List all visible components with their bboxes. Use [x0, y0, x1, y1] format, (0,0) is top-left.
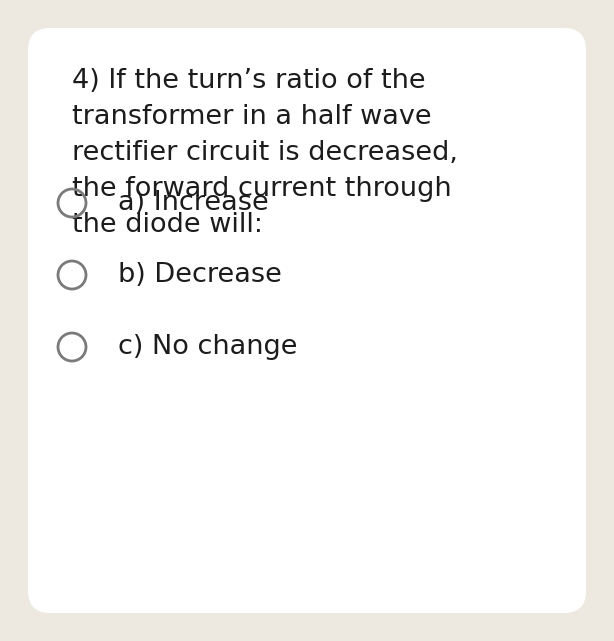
Text: a) Increase: a) Increase [118, 190, 269, 216]
FancyBboxPatch shape [28, 28, 586, 613]
Text: b) Decrease: b) Decrease [118, 262, 282, 288]
Text: 4) If the turn’s ratio of the: 4) If the turn’s ratio of the [72, 68, 426, 94]
Text: rectifier circuit is decreased,: rectifier circuit is decreased, [72, 140, 458, 166]
Text: the diode will:: the diode will: [72, 212, 263, 238]
Text: the forward current through: the forward current through [72, 176, 452, 202]
Text: transformer in a half wave: transformer in a half wave [72, 104, 432, 130]
Text: c) No change: c) No change [118, 334, 298, 360]
